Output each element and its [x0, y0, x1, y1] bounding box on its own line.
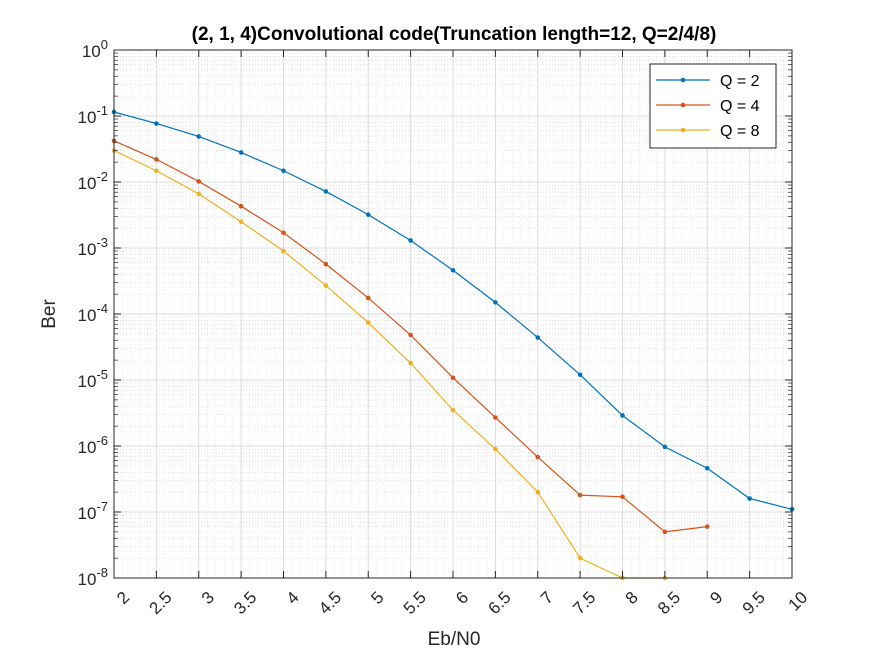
y-tick-label: 10-6: [78, 433, 108, 457]
data-point: [196, 179, 202, 184]
data-point: [577, 372, 583, 378]
data-point: [323, 261, 329, 267]
legend-marker: [680, 127, 686, 133]
y-tick-label: 100: [82, 37, 108, 61]
data-point: [323, 189, 329, 194]
data-point: [577, 492, 583, 498]
data-point: [450, 407, 456, 413]
legend-marker: [680, 77, 686, 83]
x-axis-label: Eb/N0: [428, 629, 481, 650]
data-point: [450, 267, 456, 273]
data-point: [662, 529, 668, 535]
data-point: [620, 494, 625, 500]
y-tick-label: 10-8: [78, 565, 108, 589]
data-point: [154, 121, 159, 126]
data-point: [238, 203, 244, 209]
y-axis-label: Ber: [39, 299, 60, 329]
data-point: [365, 320, 371, 325]
data-point: [408, 360, 413, 366]
data-point: [747, 496, 752, 501]
series-layer: [111, 109, 795, 581]
data-point: [704, 465, 710, 471]
y-tick-labels: 100 10-1 10-2 10-3 10-4 10-5 10-6 10-7 10-8: [78, 37, 108, 589]
series-line-q8: [113, 149, 665, 579]
data-point: [577, 555, 583, 561]
data-point: [662, 444, 668, 450]
data-point: [323, 283, 329, 288]
data-point: [365, 212, 371, 217]
data-point: [281, 168, 286, 174]
y-tick-label: 10-5: [78, 367, 108, 391]
legend-label: Q = 4: [720, 98, 760, 115]
data-point: [154, 168, 159, 174]
data-point: [704, 524, 710, 529]
tick-marks: [113, 49, 793, 579]
legend-label: Q = 8: [720, 123, 760, 140]
data-point: [365, 295, 371, 301]
data-point: [493, 415, 498, 420]
data-point: [535, 335, 541, 340]
data-point: [620, 413, 625, 418]
y-tick-label: 10-7: [78, 499, 108, 523]
y-tick-label: 10-4: [78, 301, 108, 325]
data-point: [196, 134, 202, 139]
data-point: [238, 150, 244, 155]
y-tick-label: 10-3: [78, 235, 108, 259]
legend-marker: [680, 102, 686, 108]
legend: Q = 2 Q = 4 Q = 8: [649, 63, 777, 149]
y-tick-label: 10-1: [78, 103, 108, 127]
data-point: [196, 191, 202, 197]
data-point: [493, 300, 498, 305]
legend-box: [649, 63, 777, 149]
data-point: [493, 446, 498, 452]
data-point: [450, 375, 456, 381]
data-point: [408, 332, 413, 338]
legend-label: Q = 2: [720, 73, 760, 90]
y-tick-label: 10-2: [78, 169, 108, 193]
data-point: [408, 238, 413, 243]
data-point: [154, 157, 159, 162]
data-point: [281, 248, 286, 254]
data-point: [238, 219, 244, 225]
data-point: [535, 454, 541, 460]
data-point: [281, 230, 286, 236]
data-point: [535, 489, 541, 495]
chart-title: (2, 1, 4)Convolutional code(Truncation l…: [192, 24, 717, 45]
